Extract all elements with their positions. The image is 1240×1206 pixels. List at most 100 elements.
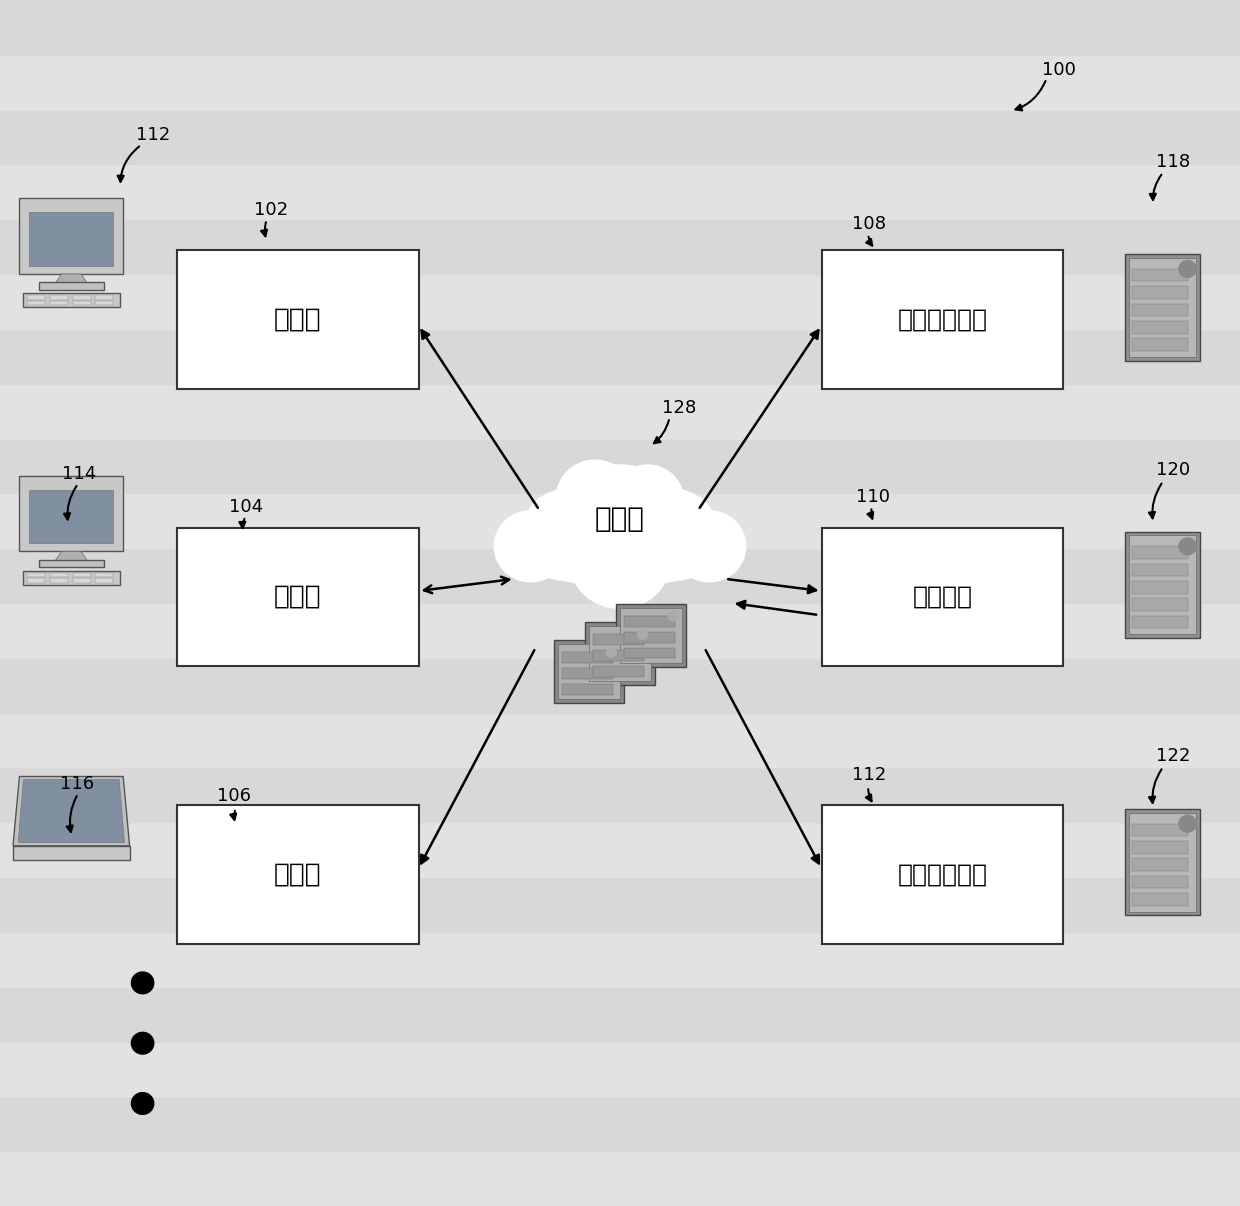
FancyBboxPatch shape	[1132, 321, 1188, 334]
FancyArrowPatch shape	[699, 330, 818, 508]
Circle shape	[521, 488, 615, 580]
FancyBboxPatch shape	[1128, 813, 1197, 912]
FancyArrowPatch shape	[262, 222, 267, 236]
Circle shape	[131, 972, 154, 994]
Text: 通信应用: 通信应用	[913, 585, 972, 609]
FancyBboxPatch shape	[20, 198, 123, 274]
Circle shape	[556, 464, 684, 590]
FancyBboxPatch shape	[1125, 254, 1200, 361]
FancyBboxPatch shape	[1132, 824, 1188, 836]
FancyArrowPatch shape	[239, 519, 246, 528]
Text: 客户端: 客户端	[274, 861, 321, 888]
FancyArrowPatch shape	[867, 236, 872, 246]
FancyBboxPatch shape	[624, 632, 675, 643]
Text: 客户端: 客户端	[274, 584, 321, 610]
FancyBboxPatch shape	[1132, 876, 1188, 889]
Circle shape	[1179, 815, 1197, 832]
Text: 122: 122	[1156, 748, 1190, 765]
FancyBboxPatch shape	[73, 579, 91, 582]
FancyArrowPatch shape	[1149, 769, 1162, 803]
FancyBboxPatch shape	[22, 570, 120, 585]
Circle shape	[606, 648, 616, 657]
Circle shape	[568, 508, 672, 609]
Text: 106: 106	[217, 788, 250, 804]
Text: 服务器: 服务器	[595, 504, 645, 533]
FancyBboxPatch shape	[821, 806, 1063, 943]
FancyBboxPatch shape	[1132, 894, 1188, 906]
Text: 110: 110	[856, 488, 889, 505]
Bar	[0, 439, 1240, 493]
FancyBboxPatch shape	[30, 212, 113, 265]
FancyBboxPatch shape	[176, 251, 419, 388]
FancyBboxPatch shape	[12, 845, 130, 860]
FancyBboxPatch shape	[27, 302, 46, 305]
Text: 客户端: 客户端	[274, 306, 321, 333]
Circle shape	[637, 630, 647, 639]
Circle shape	[131, 1032, 154, 1054]
Bar	[0, 713, 1240, 767]
FancyArrowPatch shape	[866, 789, 872, 801]
Text: 102: 102	[254, 201, 289, 218]
FancyArrowPatch shape	[737, 601, 816, 615]
Text: 120: 120	[1156, 462, 1190, 479]
Circle shape	[610, 464, 684, 537]
Ellipse shape	[521, 537, 719, 585]
FancyBboxPatch shape	[1132, 286, 1188, 299]
Polygon shape	[55, 551, 88, 561]
FancyBboxPatch shape	[593, 634, 644, 645]
FancyBboxPatch shape	[1128, 535, 1197, 634]
Bar	[0, 932, 1240, 987]
FancyBboxPatch shape	[1132, 546, 1188, 558]
Bar	[0, 219, 1240, 274]
Polygon shape	[55, 274, 88, 283]
FancyBboxPatch shape	[1125, 809, 1200, 915]
FancyBboxPatch shape	[1132, 616, 1188, 628]
Bar	[0, 0, 1240, 54]
FancyBboxPatch shape	[176, 528, 419, 666]
Bar	[0, 493, 1240, 549]
FancyBboxPatch shape	[95, 302, 113, 305]
FancyBboxPatch shape	[624, 648, 675, 658]
FancyBboxPatch shape	[1132, 339, 1188, 351]
Bar	[0, 274, 1240, 329]
FancyBboxPatch shape	[27, 573, 46, 578]
Text: 112: 112	[852, 767, 887, 784]
FancyBboxPatch shape	[50, 579, 68, 582]
FancyArrowPatch shape	[728, 579, 816, 593]
FancyBboxPatch shape	[27, 295, 46, 300]
Text: 108: 108	[852, 216, 885, 233]
Circle shape	[625, 488, 719, 580]
FancyArrowPatch shape	[422, 330, 538, 508]
FancyBboxPatch shape	[585, 622, 655, 685]
FancyBboxPatch shape	[50, 302, 68, 305]
FancyBboxPatch shape	[562, 668, 613, 679]
Text: 项目管理应用: 项目管理应用	[898, 862, 987, 886]
FancyBboxPatch shape	[558, 644, 620, 699]
FancyBboxPatch shape	[95, 579, 113, 582]
Circle shape	[668, 611, 678, 621]
FancyArrowPatch shape	[64, 486, 77, 520]
FancyBboxPatch shape	[624, 616, 675, 627]
Bar	[0, 110, 1240, 164]
Bar	[0, 822, 1240, 877]
Circle shape	[1179, 538, 1197, 555]
FancyArrowPatch shape	[422, 650, 534, 863]
FancyBboxPatch shape	[1132, 304, 1188, 316]
Bar	[0, 329, 1240, 384]
FancyBboxPatch shape	[73, 573, 91, 578]
FancyBboxPatch shape	[1132, 563, 1188, 576]
FancyArrowPatch shape	[1149, 175, 1162, 200]
FancyBboxPatch shape	[50, 295, 68, 300]
Circle shape	[556, 459, 635, 537]
FancyBboxPatch shape	[821, 251, 1063, 388]
Text: 112: 112	[136, 127, 171, 144]
FancyArrowPatch shape	[653, 420, 668, 444]
Bar	[0, 657, 1240, 713]
FancyBboxPatch shape	[554, 640, 624, 703]
FancyBboxPatch shape	[50, 573, 68, 578]
FancyBboxPatch shape	[38, 560, 104, 567]
Bar	[0, 877, 1240, 932]
Bar	[0, 603, 1240, 657]
FancyBboxPatch shape	[1132, 859, 1188, 871]
Text: 128: 128	[662, 399, 697, 416]
